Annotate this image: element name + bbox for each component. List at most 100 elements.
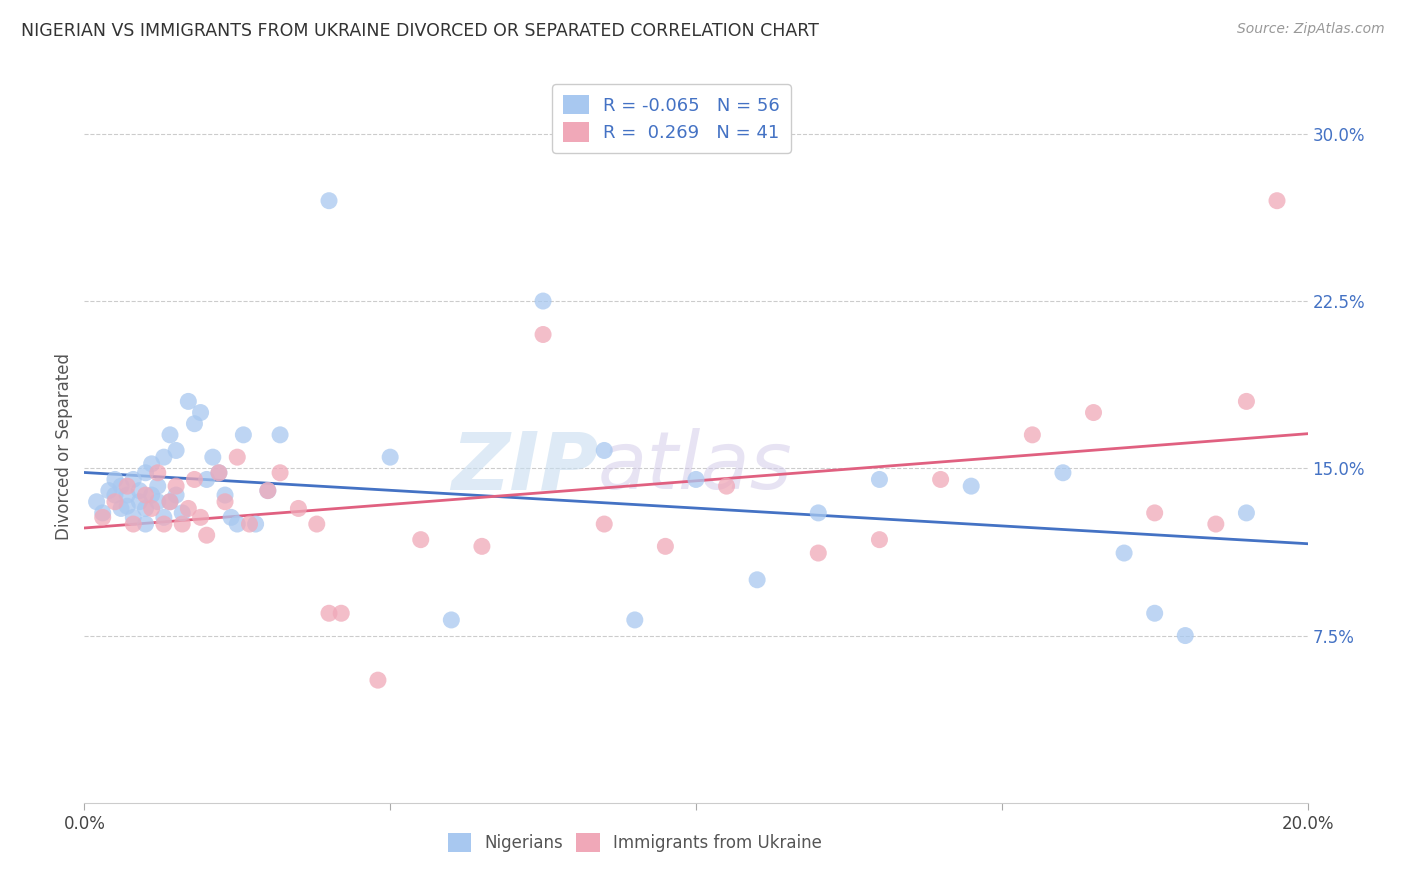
Point bbox=[380, 450, 402, 464]
Text: ZIP: ZIP bbox=[451, 428, 598, 507]
Point bbox=[201, 450, 224, 464]
Point bbox=[807, 506, 830, 520]
Point bbox=[869, 473, 891, 487]
Point bbox=[146, 479, 169, 493]
Point bbox=[257, 483, 280, 498]
Point bbox=[531, 327, 554, 342]
Text: NIGERIAN VS IMMIGRANTS FROM UKRAINE DIVORCED OR SEPARATED CORRELATION CHART: NIGERIAN VS IMMIGRANTS FROM UKRAINE DIVO… bbox=[21, 22, 818, 40]
Point bbox=[128, 483, 150, 498]
Point bbox=[1236, 394, 1258, 409]
Point bbox=[122, 510, 145, 524]
Point bbox=[183, 473, 205, 487]
Point bbox=[593, 443, 616, 458]
Point bbox=[232, 427, 254, 442]
Point bbox=[869, 533, 891, 547]
Point bbox=[190, 405, 212, 419]
Point bbox=[190, 510, 212, 524]
Point bbox=[128, 494, 150, 508]
Point bbox=[165, 488, 187, 502]
Point bbox=[1236, 506, 1258, 520]
Point bbox=[135, 466, 157, 480]
Point bbox=[214, 488, 236, 502]
Point bbox=[654, 539, 676, 553]
Point bbox=[115, 499, 138, 513]
Point bbox=[177, 501, 200, 516]
Point bbox=[716, 479, 738, 493]
Point bbox=[747, 573, 769, 587]
Point bbox=[287, 501, 309, 516]
Point bbox=[159, 427, 181, 442]
Point bbox=[330, 607, 353, 621]
Point bbox=[807, 546, 830, 560]
Point bbox=[135, 516, 157, 531]
Point bbox=[318, 607, 340, 621]
Point bbox=[1265, 194, 1288, 208]
Point bbox=[269, 427, 291, 442]
Point bbox=[929, 473, 952, 487]
Point bbox=[1174, 628, 1197, 642]
Point bbox=[146, 494, 169, 508]
Point bbox=[208, 466, 231, 480]
Point bbox=[269, 466, 291, 480]
Point bbox=[1143, 506, 1166, 520]
Point bbox=[1021, 427, 1043, 442]
Point bbox=[593, 516, 616, 531]
Point bbox=[440, 613, 463, 627]
Text: Source: ZipAtlas.com: Source: ZipAtlas.com bbox=[1237, 22, 1385, 37]
Point bbox=[1052, 466, 1074, 480]
Point bbox=[1083, 405, 1105, 419]
Point bbox=[685, 473, 707, 487]
Point bbox=[141, 457, 163, 471]
Point bbox=[153, 516, 176, 531]
Point bbox=[172, 506, 194, 520]
Point bbox=[104, 494, 127, 508]
Point bbox=[141, 501, 163, 516]
Point bbox=[91, 506, 114, 520]
Point bbox=[159, 494, 181, 508]
Point bbox=[104, 488, 127, 502]
Point bbox=[122, 473, 145, 487]
Y-axis label: Divorced or Separated: Divorced or Separated bbox=[55, 352, 73, 540]
Point bbox=[146, 466, 169, 480]
Point bbox=[104, 473, 127, 487]
Point bbox=[960, 479, 983, 493]
Point bbox=[135, 501, 157, 516]
Point bbox=[305, 516, 328, 531]
Point bbox=[257, 483, 280, 498]
Point bbox=[115, 488, 138, 502]
Point bbox=[141, 488, 163, 502]
Point bbox=[195, 528, 218, 542]
Point bbox=[226, 516, 249, 531]
Point bbox=[409, 533, 432, 547]
Point bbox=[115, 479, 138, 493]
Point bbox=[172, 516, 194, 531]
Point bbox=[177, 394, 200, 409]
Point bbox=[214, 494, 236, 508]
Point bbox=[1205, 516, 1227, 531]
Point bbox=[110, 501, 132, 516]
Point bbox=[219, 510, 242, 524]
Point bbox=[195, 473, 218, 487]
Point bbox=[208, 466, 231, 480]
Point bbox=[624, 613, 647, 627]
Point bbox=[1114, 546, 1136, 560]
Point bbox=[159, 494, 181, 508]
Point bbox=[165, 479, 187, 493]
Point bbox=[91, 510, 114, 524]
Point bbox=[97, 483, 120, 498]
Legend: Nigerians, Immigrants from Ukraine: Nigerians, Immigrants from Ukraine bbox=[441, 827, 828, 859]
Point bbox=[135, 488, 157, 502]
Point bbox=[531, 293, 554, 308]
Point bbox=[1143, 607, 1166, 621]
Point bbox=[245, 516, 267, 531]
Point bbox=[110, 479, 132, 493]
Point bbox=[238, 516, 260, 531]
Text: atlas: atlas bbox=[598, 428, 793, 507]
Point bbox=[367, 673, 389, 687]
Point bbox=[471, 539, 494, 553]
Point bbox=[86, 494, 108, 508]
Point bbox=[153, 510, 176, 524]
Point bbox=[165, 443, 187, 458]
Point bbox=[318, 194, 340, 208]
Point bbox=[122, 516, 145, 531]
